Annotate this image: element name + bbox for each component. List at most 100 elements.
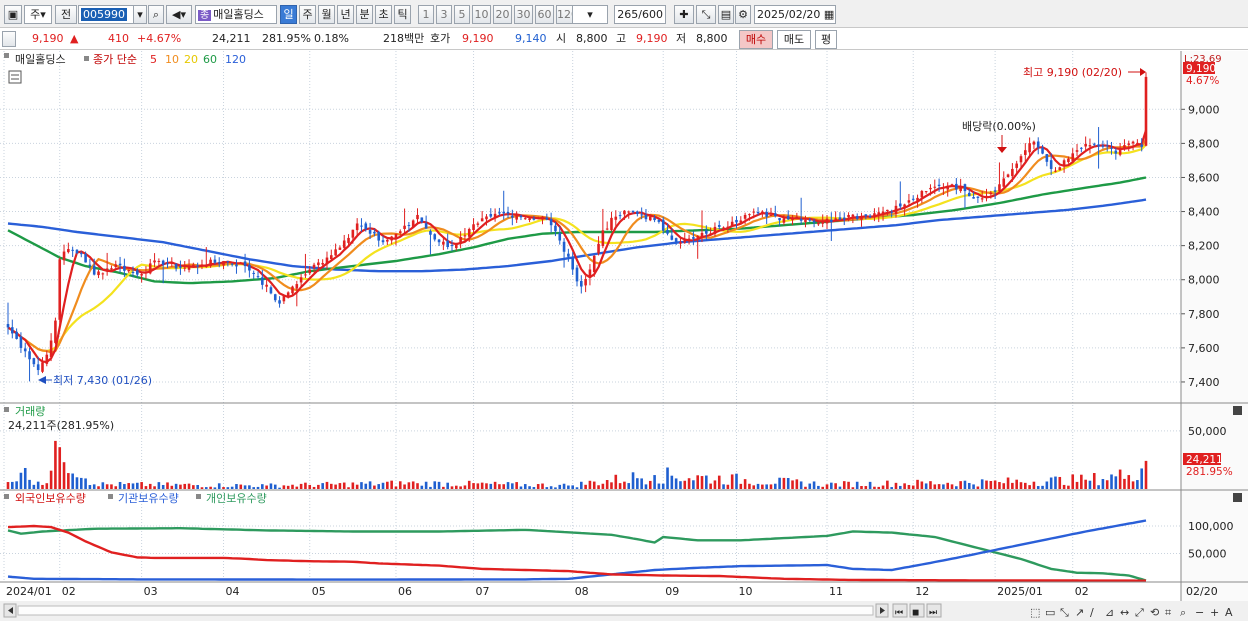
drawing-tool-icon-0[interactable]: ⬚ (1030, 606, 1040, 619)
drawing-tool-icon-12[interactable]: + (1210, 606, 1219, 619)
period-button-5[interactable]: 초 (375, 5, 392, 24)
prev-button[interactable]: 전 (55, 5, 77, 24)
search-icon[interactable]: ⌕ (148, 5, 164, 24)
sell-button[interactable]: 매도 (777, 30, 811, 49)
window-icon[interactable]: ▣ (4, 5, 22, 24)
volume-bar (187, 483, 191, 489)
volume-bar (653, 475, 656, 489)
gear-icon[interactable]: ⚙ (735, 5, 751, 24)
period-button-4[interactable]: 분 (356, 5, 373, 24)
candle-body (873, 213, 876, 218)
stock-name-field[interactable]: 종 매일홀딩스 (195, 5, 277, 24)
period-button-6[interactable]: 틱 (394, 5, 411, 24)
dividend-annotation: 배당락(0.00%) (962, 120, 1036, 133)
candle-body (1024, 150, 1027, 155)
playback-button-2[interactable] (926, 603, 942, 618)
candle-body (765, 211, 768, 217)
interval-button-20[interactable]: 20 (493, 5, 512, 24)
interval-select[interactable]: ▾ (572, 5, 608, 24)
drawing-tool-icon-11[interactable]: − (1195, 606, 1204, 619)
period-button-0[interactable]: 일 (280, 5, 297, 24)
candle-body (140, 274, 143, 276)
stock-code-input[interactable]: 005990 (78, 5, 134, 24)
period-button-2[interactable]: 월 (318, 5, 335, 24)
volume-bar (549, 486, 553, 489)
drawing-tool-icon-8[interactable]: ⟲ (1150, 606, 1159, 619)
horizontal-scrollbar[interactable] (17, 605, 874, 616)
save-icon[interactable]: ▤ (718, 5, 734, 24)
volume-bar (657, 483, 661, 489)
holdings-panel-close-icon[interactable] (1233, 493, 1242, 502)
candle-body (1015, 163, 1018, 168)
drawing-tool-icon-7[interactable]: ⤢ (1135, 606, 1144, 619)
volume-bar (153, 486, 156, 489)
interval-button-30[interactable]: 30 (514, 5, 533, 24)
volume-bar (329, 483, 333, 489)
count-field[interactable]: 265/600 (614, 5, 666, 24)
last-price-pct: 4.67% (1186, 75, 1219, 87)
drawing-tool-icon-3[interactable]: ↗ (1075, 606, 1084, 619)
drawing-tool-icon-5[interactable]: ⊿ (1105, 606, 1114, 619)
volume-bar (1110, 474, 1113, 489)
volume-bar (636, 478, 639, 489)
candle-body (1118, 149, 1122, 155)
candle-body (545, 217, 549, 220)
interval-button-10[interactable]: 10 (472, 5, 491, 24)
drawing-tool-icon-13[interactable]: A (1225, 606, 1233, 619)
interval-button-3[interactable]: 3 (436, 5, 452, 24)
candle-body (161, 260, 165, 265)
eval-button[interactable]: 평 (815, 30, 837, 49)
drawing-tool-icon-6[interactable]: ↔ (1120, 606, 1129, 619)
candle-body (536, 217, 540, 219)
playback-button-1[interactable] (909, 603, 925, 618)
volume-bar (911, 485, 915, 489)
calculator-icon[interactable] (8, 70, 22, 84)
period-button-1[interactable]: 주 (299, 5, 316, 24)
volume-readout: 24,211주(281.95%) (8, 419, 114, 432)
market-select[interactable]: 주▾ (24, 5, 52, 24)
drawing-tool-icon-1[interactable]: ▭ (1045, 606, 1055, 619)
code-dropdown-icon[interactable]: ▾ (133, 5, 147, 24)
candle-body (1032, 141, 1036, 145)
interval-button-1[interactable]: 1 (418, 5, 434, 24)
draw-tool-icon[interactable]: ⤡ (696, 5, 716, 24)
count-total: /600 (638, 8, 663, 21)
volume-bar (696, 475, 699, 489)
volume-bar (1118, 469, 1122, 489)
volume-bar (847, 481, 850, 489)
ma-legend-60: 60 (203, 53, 217, 66)
buy-button[interactable]: 매수 (739, 30, 773, 49)
period-button-3[interactable]: 년 (337, 5, 354, 24)
volume-bar (381, 482, 385, 489)
x-tick-label: 05 (312, 585, 326, 598)
candle-body (860, 216, 863, 220)
price-tick-label: 7,600 (1188, 342, 1220, 355)
candle-body (213, 259, 217, 263)
playback-button-0[interactable] (892, 603, 908, 618)
candle-body (79, 253, 83, 255)
volume-panel-close-icon[interactable] (1233, 406, 1242, 415)
price-tick-label: 8,200 (1188, 240, 1220, 253)
checkbox-icon[interactable] (2, 31, 16, 47)
interval-button-5[interactable]: 5 (454, 5, 470, 24)
cross-cursor-icon[interactable]: ✚ (674, 5, 694, 24)
interval-button-60[interactable]: 60 (535, 5, 554, 24)
candle-body (592, 255, 596, 273)
drawing-tool-icon-4[interactable]: ∕ (1090, 606, 1094, 619)
candle-body (304, 274, 307, 276)
drawing-tool-icon-10[interactable]: ⌕ (1180, 606, 1186, 619)
candle-body (166, 263, 169, 265)
candle-body (41, 362, 44, 372)
stock-chart[interactable]: 7,400 7,600 7,800 8,000 8,200 8,400 8,600 8,800… (0, 51, 1248, 621)
playback-icon-1: ◼ (912, 608, 919, 618)
drawing-tool-icon-2[interactable]: ⤡ (1060, 606, 1069, 619)
speaker-icon[interactable]: ◀▾ (166, 5, 192, 24)
candle-body (110, 268, 113, 270)
drawing-tool-icon-9[interactable]: ⌗ (1165, 606, 1171, 619)
candle-body (911, 198, 915, 200)
candle-body (830, 219, 833, 222)
volume-bar (778, 477, 781, 489)
date-field[interactable]: 2025/02/20 ▦ (754, 5, 836, 24)
candle-body (722, 227, 725, 229)
